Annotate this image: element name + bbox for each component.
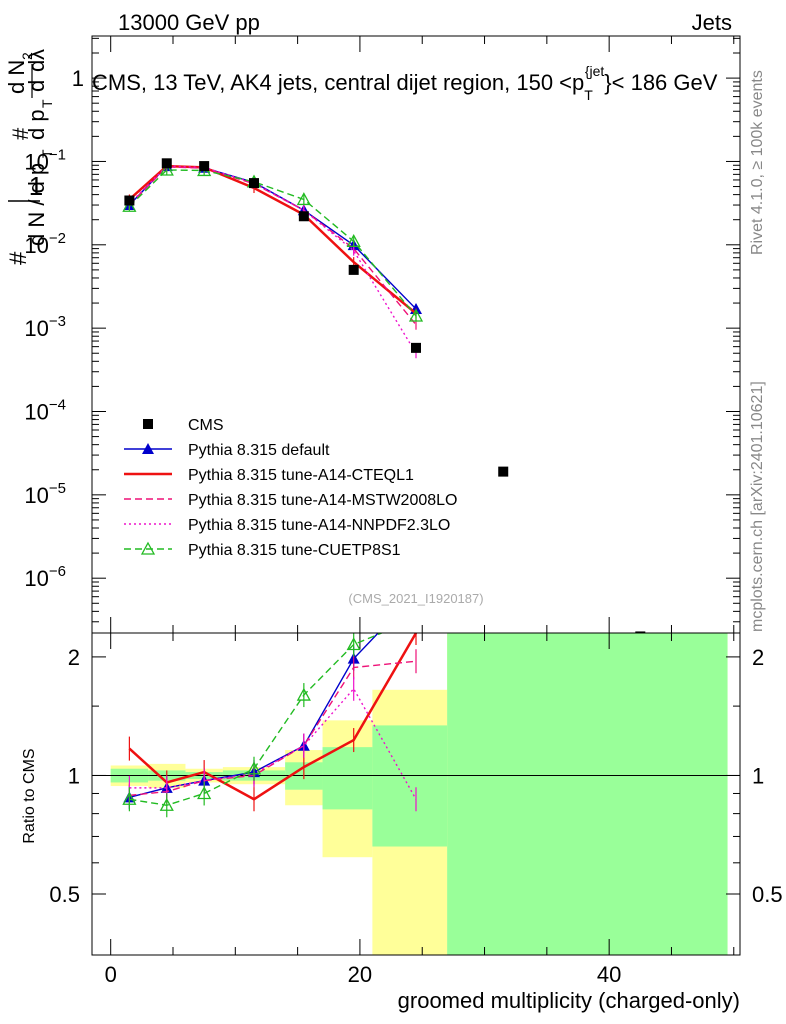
cms-data-point: [635, 631, 646, 633]
ratio-tick-label: 2: [68, 645, 80, 670]
main-tick-label: 10−6: [24, 563, 66, 591]
main-tick-label: 1: [72, 66, 84, 91]
analysis-reference: (CMS_2021_I1920187): [348, 591, 483, 606]
svg-text:λ: λ: [24, 49, 49, 60]
cms-data-point: [249, 178, 259, 189]
ratio-point: [296, 687, 311, 701]
svg-text:#: #: [5, 251, 32, 265]
legend-label: Pythia 8.315 default: [188, 442, 330, 459]
rivet-label: Rivet 4.1.0, ≥ 100k events: [749, 70, 766, 255]
cms-data-point: [411, 342, 421, 353]
cms-data-point: [161, 158, 172, 169]
series-line-Pythia 8.315 tune-CUETP8S1: [128, 169, 417, 317]
ratio-tick-label: 0.5: [49, 882, 80, 907]
band-green-5: [322, 747, 373, 810]
series-line-Pythia 8.315 tune-A14-MSTW2008LO: [128, 166, 417, 326]
svg-text:d: d: [24, 60, 49, 72]
legend-marker: [140, 541, 156, 555]
main-tick-label: 10−4: [24, 396, 66, 424]
cms-data-point: [298, 211, 309, 222]
legend: CMS Pythia 8.315 default Pythia 8.315 tune…: [124, 417, 457, 559]
svg-text:d: d: [24, 80, 49, 92]
category-label: Jets: [692, 10, 732, 35]
main-tick-label: 10−5: [24, 480, 66, 508]
legend-label: CMS: [188, 417, 224, 434]
cms-data-point: [348, 264, 359, 275]
svg-text:#: #: [8, 127, 33, 140]
x-tick-label: 0: [105, 962, 117, 987]
cms-data-point: [199, 161, 210, 172]
ratio-point: [246, 761, 262, 775]
svg-text:d N: d N: [4, 60, 29, 94]
legend-label: Pythia 8.315 tune-A14-NNPDF2.3LO: [188, 517, 450, 534]
legend-label: Pythia 8.315 tune-A14-MSTW2008LO: [188, 492, 457, 509]
ratio-frame: [91, 632, 741, 956]
ratio-panel: 2 2 1 1 0.5 0.5 0 20 40: [49, 633, 783, 987]
legend-label: Pythia 8.315 tune-CUETP8S1: [188, 542, 401, 559]
ratio-tick-label: 1: [68, 763, 80, 788]
series-line-Pythia 8.315 default: [128, 165, 417, 310]
main-panel: 110−110−210−310−410−510−6: [24, 36, 740, 633]
legend-marker: [142, 443, 154, 454]
ratio-tick-label-right: 2: [752, 645, 764, 670]
svg-text:T: T: [39, 99, 55, 108]
legend-marker-cms: [143, 419, 153, 429]
svg-text:T: T: [39, 149, 55, 158]
ratio-tick-label-right: 0.5: [752, 882, 783, 907]
main-tick-label: 10−3: [24, 313, 66, 341]
svg-text:2: 2: [19, 52, 35, 60]
band-green-7: [447, 633, 728, 955]
series-point: [122, 198, 137, 212]
series-line-Pythia 8.315 tune-A14-NNPDF2.3LO: [128, 165, 417, 354]
x-tick-label: 40: [597, 962, 621, 987]
cms-data-point: [124, 195, 135, 206]
ratio-tick-label-right: 1: [752, 763, 764, 788]
ratio-point: [122, 791, 137, 805]
svg-text:d N / d p: d N / d p: [24, 163, 49, 246]
main-ylabel: # 1 d N / d p T # d p T d 2 d N d λ: [4, 49, 55, 265]
ratio-ylabel: Ratio to CMS: [21, 748, 38, 843]
series-point: [408, 308, 424, 322]
svg-text:d p: d p: [24, 109, 49, 140]
band-green-6: [372, 725, 448, 847]
legend-label: Pythia 8.315 tune-A14-CTEQL1: [188, 467, 414, 484]
series-point: [346, 233, 361, 247]
series-point: [296, 192, 311, 206]
mcplots-label: mcplots.cern.ch [arXiv:2401.10621]: [749, 381, 766, 632]
x-tick-label: 20: [348, 962, 372, 987]
main-tick-label: 10−2: [24, 230, 66, 258]
ratio-point: [197, 786, 212, 800]
main-tick-label: 10−1: [24, 146, 66, 174]
panel-title: CMS, 13 TeV, AK4 jets, central dijet reg…: [92, 63, 718, 103]
svg-text:1: 1: [29, 171, 43, 201]
ratio-point: [346, 637, 361, 651]
ratio-point: [159, 797, 174, 811]
x-axis-label: groomed multiplicity (charged-only): [398, 988, 740, 1013]
energy-label: 13000 GeV pp: [118, 10, 260, 35]
series-point: [159, 162, 174, 176]
cms-data-point: [498, 466, 509, 477]
